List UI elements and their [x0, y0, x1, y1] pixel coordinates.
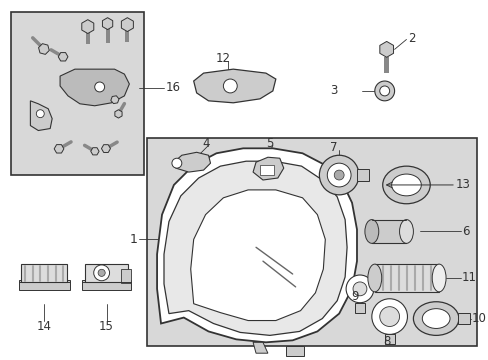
- Polygon shape: [115, 110, 122, 118]
- Polygon shape: [54, 145, 64, 153]
- Text: 3: 3: [329, 85, 337, 98]
- Bar: [11, 12, 144, 175]
- Text: 13: 13: [455, 179, 470, 192]
- Polygon shape: [253, 157, 283, 180]
- Text: 5: 5: [265, 137, 273, 150]
- Bar: [260, 165, 273, 175]
- Polygon shape: [102, 18, 113, 30]
- Polygon shape: [163, 161, 346, 336]
- Bar: [19, 280, 70, 290]
- Bar: [125, 24, 129, 42]
- Bar: [371, 220, 406, 243]
- Text: 14: 14: [37, 320, 52, 333]
- Text: 7: 7: [330, 141, 337, 154]
- Circle shape: [319, 155, 358, 195]
- Text: 2: 2: [407, 32, 415, 45]
- Bar: [356, 169, 368, 181]
- Text: 15: 15: [99, 320, 114, 333]
- Text: 4: 4: [203, 137, 210, 150]
- Bar: [21, 264, 67, 282]
- Text: 11: 11: [461, 271, 476, 284]
- Bar: [384, 57, 388, 73]
- Text: 9: 9: [350, 290, 358, 303]
- Circle shape: [98, 269, 105, 276]
- Ellipse shape: [399, 220, 412, 243]
- Polygon shape: [30, 101, 52, 131]
- Text: 10: 10: [471, 312, 486, 325]
- Bar: [374, 264, 438, 292]
- Ellipse shape: [391, 174, 421, 196]
- Bar: [105, 24, 109, 44]
- Ellipse shape: [364, 220, 378, 243]
- Circle shape: [223, 79, 237, 93]
- Polygon shape: [253, 342, 267, 353]
- Polygon shape: [121, 18, 133, 32]
- Bar: [85, 27, 90, 44]
- Polygon shape: [174, 152, 210, 172]
- Polygon shape: [81, 20, 94, 33]
- Text: 1: 1: [129, 233, 137, 246]
- Circle shape: [326, 163, 350, 187]
- Text: 8: 8: [382, 335, 389, 348]
- Polygon shape: [91, 148, 99, 155]
- Text: 12: 12: [215, 52, 230, 65]
- Ellipse shape: [431, 264, 445, 292]
- Circle shape: [371, 299, 407, 334]
- Circle shape: [94, 265, 109, 281]
- Polygon shape: [157, 148, 356, 342]
- Ellipse shape: [382, 166, 429, 204]
- Bar: [147, 139, 476, 346]
- Circle shape: [379, 86, 389, 96]
- Bar: [121, 269, 131, 283]
- Text: 16: 16: [165, 81, 181, 94]
- Ellipse shape: [422, 309, 449, 328]
- Bar: [384, 334, 394, 344]
- Bar: [81, 280, 131, 290]
- Circle shape: [172, 158, 182, 168]
- Text: 6: 6: [461, 225, 468, 238]
- Circle shape: [374, 81, 394, 101]
- Ellipse shape: [367, 264, 381, 292]
- Bar: [354, 303, 364, 312]
- Bar: [84, 264, 128, 282]
- Polygon shape: [58, 53, 68, 61]
- Circle shape: [352, 282, 366, 296]
- Circle shape: [379, 307, 399, 327]
- Polygon shape: [190, 190, 325, 320]
- Polygon shape: [111, 96, 119, 104]
- Polygon shape: [39, 44, 49, 54]
- Bar: [285, 346, 303, 356]
- Ellipse shape: [412, 302, 458, 336]
- Polygon shape: [102, 145, 110, 153]
- Polygon shape: [193, 69, 275, 103]
- Circle shape: [346, 275, 373, 303]
- Circle shape: [95, 82, 104, 92]
- Circle shape: [333, 170, 344, 180]
- Polygon shape: [60, 69, 129, 106]
- Polygon shape: [379, 41, 393, 57]
- Bar: [457, 312, 469, 324]
- Circle shape: [36, 110, 44, 118]
